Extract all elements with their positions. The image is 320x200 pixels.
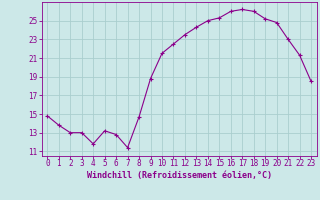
- X-axis label: Windchill (Refroidissement éolien,°C): Windchill (Refroidissement éolien,°C): [87, 171, 272, 180]
